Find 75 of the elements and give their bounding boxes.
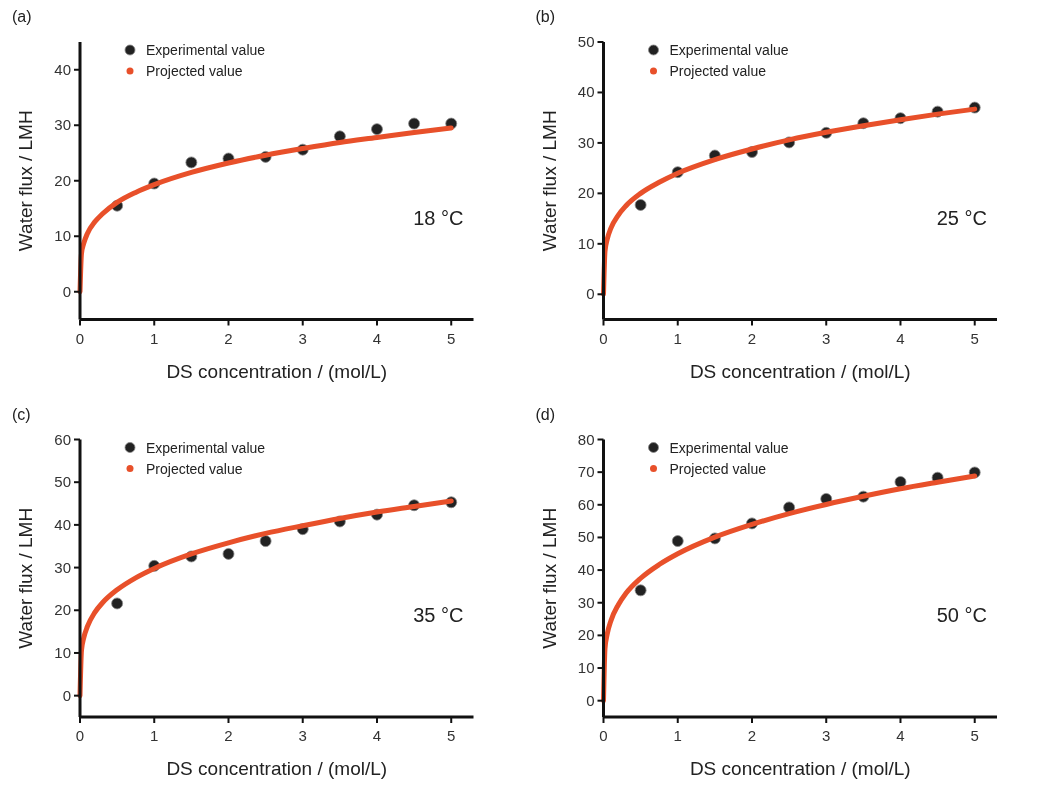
x-tick-label: 4 xyxy=(372,727,382,744)
y-tick-label: 20 xyxy=(54,171,71,189)
y-tick-label: 60 xyxy=(577,495,595,513)
x-axis-title: DS concentration / (mol/L) xyxy=(689,758,911,779)
x-tick-label: 2 xyxy=(747,329,757,347)
x-tick-label: 3 xyxy=(822,727,831,744)
x-tick-label: 0 xyxy=(75,727,85,744)
y-tick-label: 30 xyxy=(577,593,595,611)
legend-label: Projected value xyxy=(669,460,767,477)
x-tick-label: 5 xyxy=(970,727,979,744)
y-tick-label: 60 xyxy=(54,430,71,448)
x-axis-title: DS concentration / (mol/L) xyxy=(166,758,388,779)
y-tick-label: 50 xyxy=(54,473,71,491)
y-tick-label: 30 xyxy=(577,133,595,151)
x-tick-label: 4 xyxy=(896,329,905,347)
y-tick-label: 80 xyxy=(577,430,595,448)
annotation: 18 °C xyxy=(413,206,464,229)
y-tick-label: 20 xyxy=(577,626,595,644)
x-tick-label: 0 xyxy=(599,329,608,347)
x-tick-label: 3 xyxy=(298,329,307,347)
y-tick-label: 10 xyxy=(577,234,595,252)
annotation: 50 °C xyxy=(936,604,987,626)
y-tick-label: 0 xyxy=(586,285,595,303)
x-tick-label: 1 xyxy=(150,727,159,744)
legend-label: Experimental value xyxy=(146,42,266,58)
y-tick-label: 40 xyxy=(577,561,595,579)
x-tick-label: 0 xyxy=(75,329,85,347)
y-tick-label: 50 xyxy=(577,33,595,50)
x-tick-label: 1 xyxy=(673,329,682,347)
y-tick-label: 0 xyxy=(62,686,71,704)
y-tick-label: 30 xyxy=(54,558,71,576)
y-tick-label: 50 xyxy=(577,528,595,546)
y-axis-title: Water flux / LMH xyxy=(538,110,560,252)
annotation: 25 °C xyxy=(936,206,987,229)
x-tick-label: 5 xyxy=(970,329,979,347)
x-tick-label: 2 xyxy=(747,727,757,744)
x-tick-label: 3 xyxy=(298,727,307,744)
x-axis-title: DS concentration / (mol/L) xyxy=(689,360,911,382)
legend-label: Projected value xyxy=(146,460,243,477)
x-axis-title: DS concentration / (mol/L) xyxy=(166,360,388,382)
y-axis-title: Water flux / LMH xyxy=(15,507,36,649)
x-tick-label: 5 xyxy=(447,727,456,744)
y-tick-label: 30 xyxy=(54,116,71,134)
y-axis-title: Water flux / LMH xyxy=(538,507,560,649)
legend-label: Experimental value xyxy=(146,439,266,456)
y-tick-label: 40 xyxy=(577,83,595,101)
y-tick-label: 70 xyxy=(577,463,595,481)
chart-title: (d) xyxy=(535,405,556,423)
x-tick-label: 3 xyxy=(822,329,831,347)
legend-label: Experimental value xyxy=(669,439,789,456)
chart-title: (a) xyxy=(12,8,32,25)
x-tick-label: 5 xyxy=(447,329,456,347)
x-tick-label: 0 xyxy=(599,727,608,744)
y-tick-label: 10 xyxy=(54,643,71,661)
legend-label: Experimental value xyxy=(669,42,789,58)
annotation: 35 °C xyxy=(413,604,464,626)
y-axis-title: Water flux / LMH xyxy=(15,110,36,252)
legend-label: Projected value xyxy=(669,63,767,79)
y-tick-label: 20 xyxy=(577,184,595,202)
y-tick-label: 0 xyxy=(62,282,71,300)
y-tick-label: 40 xyxy=(54,60,71,78)
x-tick-label: 2 xyxy=(224,727,233,744)
y-tick-label: 10 xyxy=(54,227,71,245)
y-tick-label: 40 xyxy=(54,515,71,533)
chart-title: (b) xyxy=(535,8,556,25)
y-tick-label: 0 xyxy=(586,691,595,709)
x-tick-label: 4 xyxy=(372,329,382,347)
y-tick-label: 20 xyxy=(54,601,71,619)
y-tick-label: 10 xyxy=(577,659,595,677)
chart-title: (c) xyxy=(12,405,31,423)
x-tick-label: 1 xyxy=(150,329,159,347)
x-tick-label: 4 xyxy=(896,727,905,744)
x-tick-label: 2 xyxy=(224,329,233,347)
x-tick-label: 1 xyxy=(673,727,682,744)
legend-label: Projected value xyxy=(146,63,243,79)
